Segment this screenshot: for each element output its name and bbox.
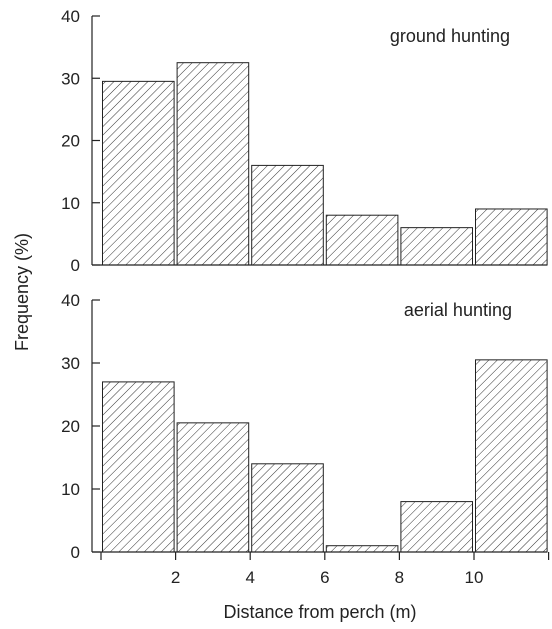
aerial-hunting-panel: 0 10 20 30 40 2 4 6 8 10 aerial hunting: [61, 291, 550, 587]
y-axis-title: Frequency (%): [12, 233, 32, 351]
ground-hunting-y-tick-label: 20: [61, 132, 80, 151]
ground-hunting-bar: [251, 164, 324, 266]
aerial-hunting-bar: [251, 463, 324, 553]
ground-hunting-panel: 0 10 20 30 40 ground hunting: [61, 7, 548, 275]
x-axis-title: Distance from perch (m): [223, 602, 416, 622]
x-tick-label: 8: [395, 568, 404, 587]
ground-hunting-bar: [475, 208, 548, 266]
aerial-hunting-bar: [400, 501, 473, 553]
ground-hunting-bar: [325, 214, 399, 266]
aerial-hunting-bar: [102, 381, 175, 553]
x-tick-label: 2: [171, 568, 180, 587]
aerial-hunting-y-ticks: 0 10 20 30 40: [61, 291, 100, 562]
ground-hunting-y-tick-label: 0: [71, 256, 80, 275]
ground-hunting-y-tick-label: 30: [61, 69, 80, 88]
aerial-hunting-y-tick-label: 40: [61, 291, 80, 310]
aerial-hunting-bar: [475, 359, 548, 553]
ground-hunting-title: ground hunting: [390, 26, 510, 46]
aerial-hunting-bar: [176, 422, 250, 553]
ground-hunting-y-tick-label: 10: [61, 194, 80, 213]
ground-hunting-y-ticks: 0 10 20 30 40: [61, 7, 100, 275]
x-tick-label: 4: [245, 568, 254, 587]
ground-hunting-bar: [176, 62, 250, 266]
x-tick-label: 10: [465, 568, 484, 587]
ground-hunting-bars: [102, 62, 548, 266]
ground-hunting-bar: [400, 227, 473, 266]
ground-hunting-bar: [102, 80, 175, 266]
aerial-hunting-title: aerial hunting: [404, 300, 512, 320]
aerial-hunting-y-tick-label: 10: [61, 480, 80, 499]
aerial-hunting-bar: [325, 545, 399, 553]
aerial-hunting-y-tick-label: 30: [61, 354, 80, 373]
x-tick-label: 6: [320, 568, 329, 587]
aerial-hunting-bars: [102, 359, 548, 553]
x-ticks: 2 4 6 8 10: [100, 552, 550, 587]
aerial-hunting-y-tick-label: 20: [61, 417, 80, 436]
aerial-hunting-y-tick-label: 0: [71, 543, 80, 562]
ground-hunting-y-tick-label: 40: [61, 7, 80, 26]
